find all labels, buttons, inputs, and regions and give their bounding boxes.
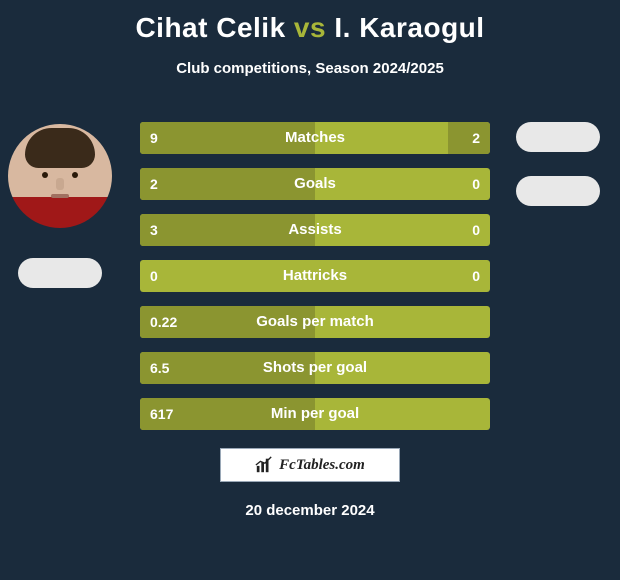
stat-row: Matches9 2 — [140, 122, 490, 154]
player1-name: Cihat Celik — [135, 12, 285, 43]
subtitle: Club competitions, Season 2024/2025 — [0, 60, 620, 77]
vs-label: vs — [294, 12, 326, 43]
player1-avatar — [8, 124, 112, 228]
stat-row: Hattricks0 0 — [140, 260, 490, 292]
brand-badge: FcTables.com — [220, 448, 400, 482]
stat-value-left: 0.22 — [150, 306, 177, 338]
stat-value-left: 3 — [150, 214, 158, 246]
stat-label: Hattricks — [140, 260, 490, 292]
stat-value-left: 617 — [150, 398, 173, 430]
stat-row: Goals2 0 — [140, 168, 490, 200]
page-title: Cihat Celik vs I. Karaogul — [0, 0, 620, 44]
stat-value-left: 6.5 — [150, 352, 169, 384]
chart-icon — [255, 456, 273, 474]
stat-label: Goals per match — [140, 306, 490, 338]
date-label: 20 december 2024 — [0, 502, 620, 519]
stat-label: Shots per goal — [140, 352, 490, 384]
player2-club-pill-2 — [516, 176, 600, 206]
stat-row: Min per goal617 — [140, 398, 490, 430]
face-icon — [8, 124, 112, 228]
stat-value-right: 0 — [472, 168, 480, 200]
player1-club-pill — [18, 258, 102, 288]
stat-label: Goals — [140, 168, 490, 200]
stat-value-left: 9 — [150, 122, 158, 154]
stat-label: Matches — [140, 122, 490, 154]
player2-name: I. Karaogul — [334, 12, 484, 43]
stats-comparison: Matches92Goals20Assists30Hattricks00Goal… — [140, 122, 490, 444]
player2-club-pill-1 — [516, 122, 600, 152]
stat-value-right: 2 — [472, 122, 480, 154]
brand-text: FcTables.com — [279, 457, 365, 474]
stat-value-left: 2 — [150, 168, 158, 200]
stat-row: Shots per goal6.5 — [140, 352, 490, 384]
stat-row: Goals per match0.22 — [140, 306, 490, 338]
stat-label: Assists — [140, 214, 490, 246]
stat-label: Min per goal — [140, 398, 490, 430]
stat-value-right: 0 — [472, 260, 480, 292]
stat-value-right: 0 — [472, 214, 480, 246]
stat-row: Assists3 0 — [140, 214, 490, 246]
stat-value-left: 0 — [150, 260, 158, 292]
